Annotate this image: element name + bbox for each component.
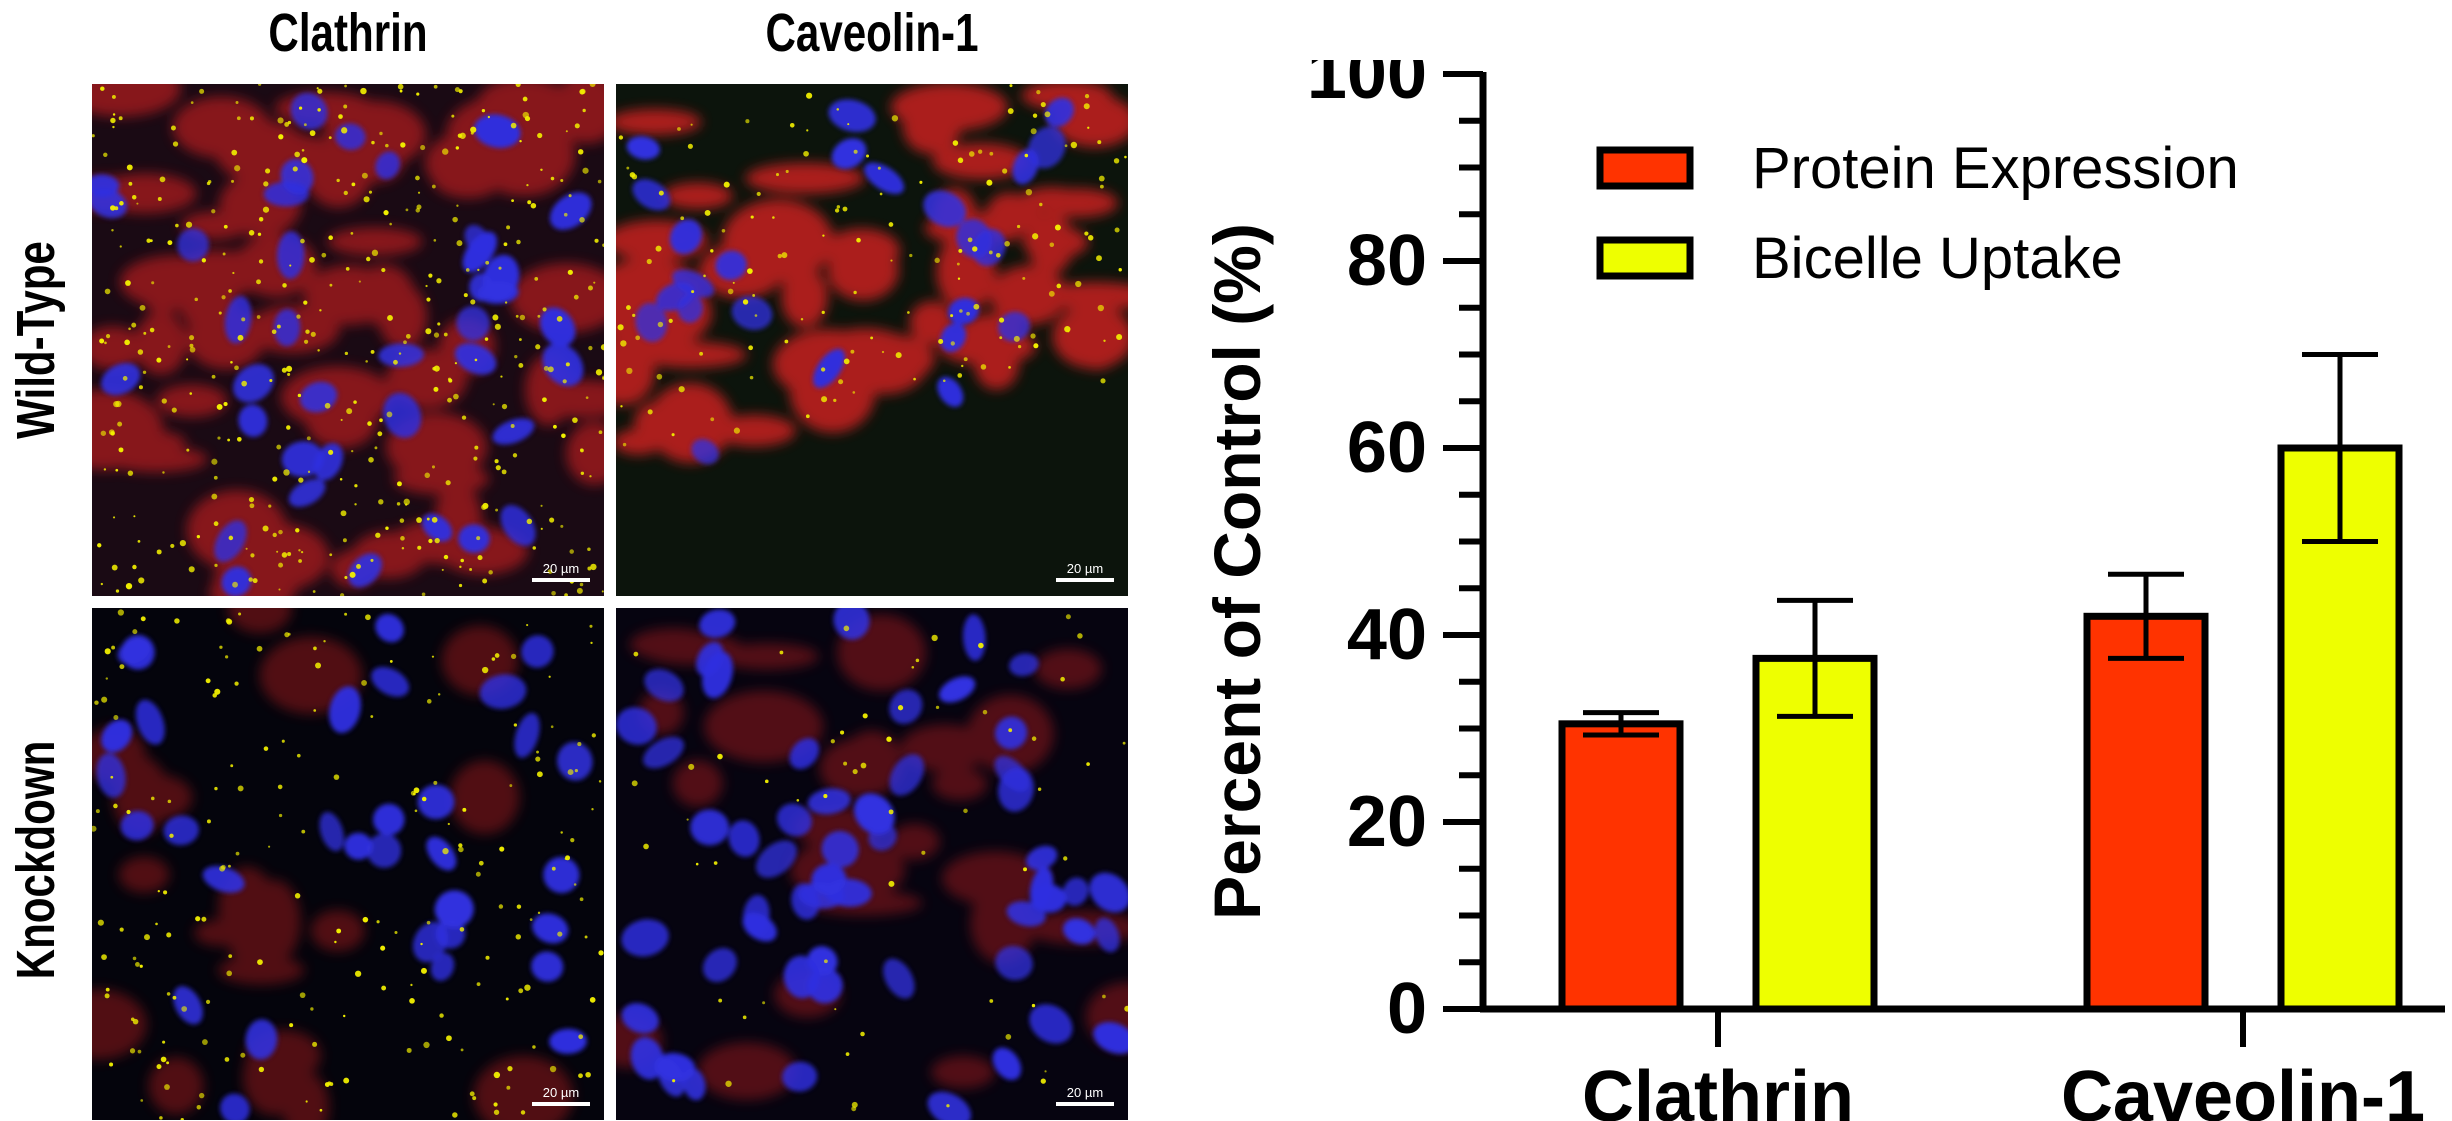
scale-bar: 20 µm [532, 562, 590, 582]
puncta-signal [92, 609, 604, 1120]
scale-bar-line [532, 578, 590, 582]
y-tick-label: 60 [1347, 408, 1427, 488]
nuclei-signal [616, 608, 1128, 1120]
legend-label: Protein Expression [1752, 136, 2239, 201]
scale-bar: 20 µm [532, 1086, 590, 1106]
bar [2083, 612, 2209, 1013]
puncta-signal [631, 614, 1128, 1112]
micrograph-knockdown-clathrin: 20 µm [92, 608, 604, 1120]
x-tick-label: Clathrin [1582, 1057, 1854, 1121]
micrograph-image [92, 84, 604, 596]
y-axis-label: Percent of Control (%) [1200, 223, 1274, 920]
scale-bar: 20 µm [1056, 562, 1114, 582]
membrane-signal [616, 614, 1128, 1100]
scale-bar-label: 20 µm [1066, 1085, 1104, 1100]
row-title-knockdown: Knockdown [6, 740, 66, 980]
y-tick-label: 0 [1387, 969, 1427, 1049]
micrograph-image [616, 608, 1128, 1120]
micrograph-image [92, 608, 604, 1120]
nuclei-signal [626, 97, 1074, 465]
scale-bar-line [1056, 1102, 1114, 1106]
puncta-signal [617, 84, 1127, 447]
scale-bar-line [1056, 578, 1114, 582]
legend-swatch [1596, 146, 1694, 190]
legend-swatch [1596, 236, 1694, 280]
scale-bar-label: 20 µm [542, 1085, 580, 1100]
scale-bar-label: 20 µm [1066, 561, 1104, 576]
nuclei-signal [96, 613, 593, 1120]
micrograph-knockdown-caveolin: 20 µm [616, 608, 1128, 1120]
column-title-caveolin: Caveolin-1 [765, 3, 979, 63]
scale-bar-line [532, 1102, 590, 1106]
micrograph-wild-type-caveolin: 20 µm [616, 84, 1128, 596]
scale-bar-label: 20 µm [542, 561, 580, 576]
nuclei-signal [92, 92, 592, 596]
membrane-signal [92, 608, 574, 1120]
scale-bar: 20 µm [1056, 1086, 1114, 1106]
y-tick-label: 100 [1307, 60, 1427, 114]
micrograph-image [616, 84, 1128, 596]
row-title-wild-type: Wild-Type [6, 241, 66, 439]
bar-chart: 0 20 40 60 80 100 Percent of Control (%) Clathr… [1200, 60, 2445, 1121]
x-tick-label: Caveolin-1 [2061, 1057, 2425, 1121]
bar [1558, 720, 1684, 1013]
legend-label: Bicelle Uptake [1752, 226, 2123, 291]
y-tick-label: 20 [1347, 782, 1427, 862]
y-tick-label: 40 [1347, 595, 1427, 675]
micrograph-wild-type-clathrin: 20 µm [92, 84, 604, 596]
y-tick-label: 80 [1347, 221, 1427, 301]
column-title-clathrin: Clathrin [268, 3, 428, 63]
puncta-signal [92, 84, 604, 596]
